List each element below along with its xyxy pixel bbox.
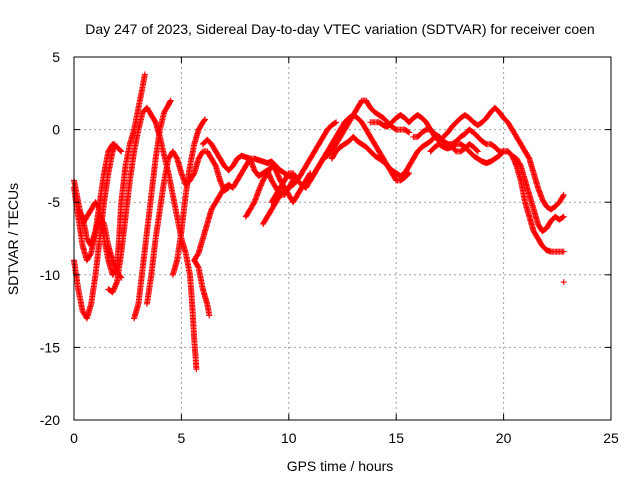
series-sat-r (410, 126, 567, 235)
x-tick-label: 10 (281, 430, 297, 446)
y-tick-label: -20 (40, 412, 60, 428)
series-sat-l (199, 136, 297, 181)
series-sat-q (367, 104, 567, 213)
y-axis-label: SDTVAR / TECUs (5, 183, 21, 295)
data-marker-trace (427, 141, 567, 255)
y-tick-label: 0 (52, 122, 60, 138)
y-tick-label: -10 (40, 267, 60, 283)
data-marker-trace (260, 119, 340, 227)
data-marker-trace (169, 116, 208, 278)
data-marker-trace (560, 279, 567, 286)
data-marker-trace (131, 97, 174, 322)
data-marker-trace (367, 104, 567, 213)
y-tick-label: -5 (48, 194, 61, 210)
data-marker-trace (410, 126, 567, 235)
x-tick-label: 5 (178, 430, 186, 446)
data-points (71, 71, 567, 373)
series-sat-f (131, 97, 174, 322)
plot-frame (73, 56, 612, 421)
data-marker-trace (199, 136, 297, 181)
series-sat-t (560, 279, 567, 286)
x-tick-label: 15 (388, 430, 404, 446)
y-tick-label: 5 (52, 49, 60, 65)
x-tick-label: 20 (496, 430, 512, 446)
y-tick-label: -15 (40, 339, 60, 355)
series-sat-h (169, 116, 208, 278)
x-tick-label: 25 (603, 430, 619, 446)
x-tick-label: 0 (70, 430, 78, 446)
x-axis-label: GPS time / hours (287, 458, 394, 474)
data-marker-trace (75, 206, 125, 281)
series-sat-s (427, 141, 567, 255)
series-sat-d (75, 206, 125, 281)
axis-ticks: 0 5 10 15 20 25 -20 -15 -10 -5 0 5 (40, 49, 619, 446)
chart-title: Day 247 of 2023, Sidereal Day-to-day VTE… (85, 21, 594, 37)
series-sat-m (260, 119, 340, 227)
